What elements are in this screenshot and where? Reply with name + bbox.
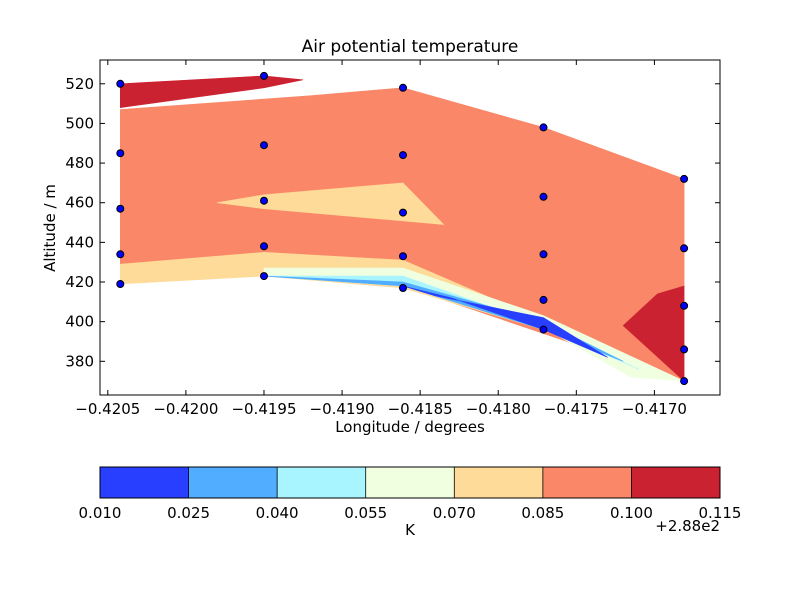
colorbar-swatch-0 bbox=[100, 467, 190, 498]
x-tick-label: −0.4205 bbox=[75, 400, 140, 418]
sample-point-0-3 bbox=[116, 149, 125, 158]
colorbar-tick-label: 0.040 bbox=[256, 504, 299, 522]
contour-region-4 bbox=[217, 182, 445, 225]
colorbar-tick-label: 0.070 bbox=[433, 504, 476, 522]
y-tick-label: 400 bbox=[65, 313, 94, 331]
sample-point-3-2 bbox=[539, 250, 548, 259]
colorbar-swatch-4 bbox=[454, 467, 544, 498]
contour-region-2 bbox=[622, 285, 685, 382]
x-tick-label: −0.4175 bbox=[544, 400, 609, 418]
sample-point-4-3 bbox=[680, 244, 689, 253]
colorbar-swatch-2 bbox=[277, 467, 367, 498]
sample-point-1-2 bbox=[260, 196, 268, 205]
sample-point-1-3 bbox=[260, 141, 268, 150]
x-tick-label: −0.4180 bbox=[466, 400, 531, 418]
colorbar-tick-label: 0.010 bbox=[79, 504, 122, 522]
y-tick-label: 520 bbox=[65, 75, 94, 93]
sample-point-1-4 bbox=[260, 71, 268, 80]
sample-point-3-0 bbox=[539, 325, 548, 334]
colorbar-tick-label: 0.055 bbox=[344, 504, 387, 522]
colorbar-swatch-1 bbox=[188, 467, 278, 498]
x-axis: −0.4205 −0.4200 −0.4195 −0.4190 −0.4185 −0.41… bbox=[75, 60, 687, 418]
y-tick-label: 420 bbox=[65, 273, 94, 291]
y-tick-label: 440 bbox=[65, 233, 94, 251]
sample-points bbox=[116, 71, 689, 386]
sample-point-3-1 bbox=[539, 295, 548, 304]
colorbar-offset-label: +2.88e2 bbox=[655, 517, 720, 535]
colorbar-tick-label: 0.115 bbox=[699, 504, 742, 522]
colorbar-frame bbox=[99, 466, 721, 499]
contour-region-8 bbox=[402, 285, 608, 358]
plot-area bbox=[120, 75, 685, 382]
x-tick-label: −0.4195 bbox=[231, 400, 296, 418]
x-tick-label: −0.4200 bbox=[153, 400, 218, 418]
colorbar-tick-label: 0.100 bbox=[610, 504, 653, 522]
sample-point-2-0 bbox=[399, 284, 407, 292]
sample-point-2-2 bbox=[399, 208, 407, 217]
sample-point-4-4 bbox=[680, 174, 689, 183]
contour-region-0 bbox=[120, 87, 685, 382]
y-tick-label: 460 bbox=[65, 194, 94, 212]
sample-point-3-4 bbox=[539, 123, 548, 132]
colorbar-swatch-5 bbox=[542, 467, 632, 498]
y-tick-label: 380 bbox=[65, 352, 94, 370]
sample-point-2-4 bbox=[399, 83, 407, 92]
colorbar-tick-label: 0.085 bbox=[521, 504, 564, 522]
x-axis-label: Longitude / degrees bbox=[335, 418, 485, 436]
sample-point-1-1 bbox=[260, 242, 268, 251]
sample-point-0-4 bbox=[116, 79, 125, 88]
sample-point-0-0 bbox=[116, 280, 125, 288]
sample-point-2-3 bbox=[399, 151, 407, 160]
chart-title: Air potential temperature bbox=[302, 37, 519, 57]
sample-point-4-2 bbox=[680, 301, 689, 310]
x-tick-label: −0.4170 bbox=[622, 400, 687, 418]
sample-point-3-3 bbox=[539, 192, 548, 201]
sample-point-0-2 bbox=[116, 204, 125, 213]
y-tick-label: 500 bbox=[65, 114, 94, 132]
y-axis-label: Altitude / m bbox=[41, 184, 59, 272]
sample-point-2-1 bbox=[399, 252, 407, 261]
sample-point-4-0 bbox=[680, 377, 689, 386]
colorbar: 0.010 0.025 0.040 0.055 0.070 0.085 0.100 0.115 bbox=[79, 466, 742, 522]
y-axis: 380 400 420 440 460 480 500 520 bbox=[65, 75, 720, 370]
sample-point-1-0 bbox=[260, 272, 268, 281]
y-tick-label: 480 bbox=[65, 154, 94, 172]
plot-frame bbox=[99, 59, 721, 396]
sample-point-4-1 bbox=[680, 345, 689, 354]
sample-point-0-1 bbox=[116, 250, 125, 259]
x-tick-label: −0.4185 bbox=[388, 400, 453, 418]
colorbar-tick-label: 0.025 bbox=[167, 504, 210, 522]
x-tick-label: −0.4190 bbox=[310, 400, 375, 418]
colorbar-label: K bbox=[405, 521, 416, 539]
colorbar-swatch-3 bbox=[365, 467, 455, 498]
colorbar-swatch-6 bbox=[631, 467, 721, 498]
